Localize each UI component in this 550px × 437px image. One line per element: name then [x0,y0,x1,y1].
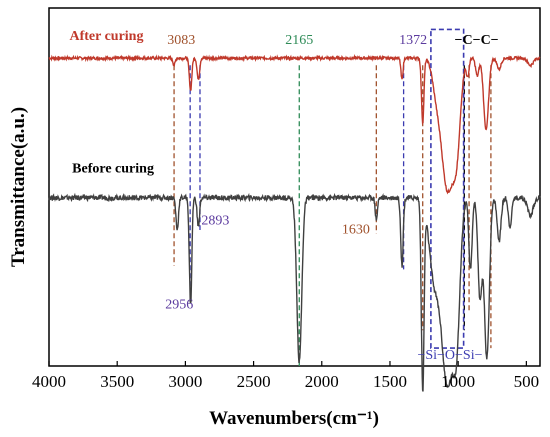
series-label: After curing [69,29,143,44]
x-tick-label: 2500 [237,372,271,391]
series-line-after-curing [48,53,541,195]
highlight-rect [430,28,465,349]
x-tick-label: 3500 [100,372,134,391]
x-axis-label: Wavenumbers(cm⁻¹) [209,408,379,429]
x-axis-ticks: 4000 3500 3000 2500 2000 1500 1000 500 [32,361,539,391]
annotation-label: 3083 [167,33,195,48]
annotation-label: 2165 [285,33,313,48]
plot-frame [48,7,541,367]
y-axis-label: Transmittance(a.u.) [8,107,29,267]
x-tick-label: 1000 [441,372,475,391]
series-line-before-curing [48,192,541,392]
x-tick-label: 500 [514,372,540,391]
x-tick-label: 4000 [32,372,66,391]
series-label: Before curing [72,162,154,177]
annotation-label: −Si−O−Si− [417,348,482,363]
annotation-label: 2956 [165,298,193,313]
annotation-label: 2893 [201,214,229,229]
annotation-label: −C−C− [455,33,499,48]
spectra-series [48,53,541,392]
x-tick-label: 2000 [305,372,339,391]
annotation-label: 1630 [342,223,370,238]
x-tick-label: 3000 [168,372,202,391]
si-o-si-highlight-box [430,28,465,349]
peak-annotations: 3083 2165 1372 −C−C− 2893 1630 2956 −Si−O−Si− [165,33,498,363]
x-tick-label: 1500 [373,372,407,391]
series-labels: After curing Before curing [69,29,154,176]
annotation-label: 1372 [399,33,427,48]
